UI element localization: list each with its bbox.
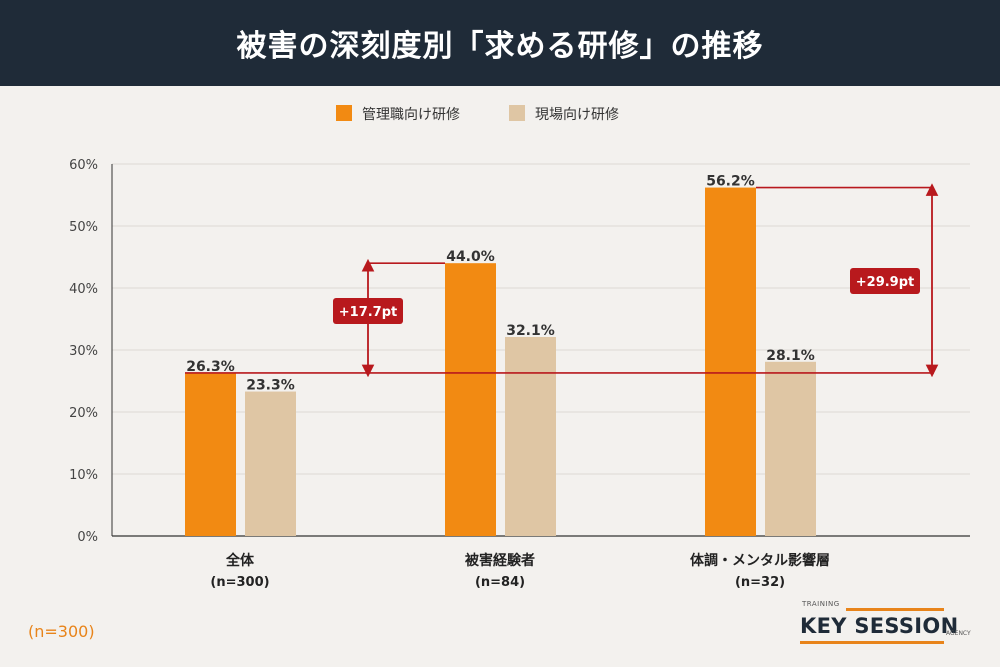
value-label: 32.1%	[506, 323, 555, 339]
value-label: 56.2%	[706, 174, 755, 190]
category-label: 体調・メンタル影響層	[690, 552, 830, 569]
category-n-label: (n=32)	[735, 575, 785, 590]
header-bar: 被害の深刻度別「求める研修」の推移	[0, 0, 1000, 86]
legend-swatch	[336, 105, 352, 121]
y-tick-label: 10%	[69, 468, 98, 483]
y-tick-label: 40%	[69, 282, 98, 297]
category-n-label: (n=300)	[210, 575, 269, 590]
annotation-label: +17.7pt	[339, 305, 398, 320]
bar-management	[445, 263, 496, 536]
y-tick-label: 0%	[77, 530, 98, 545]
annotation-badge	[333, 298, 403, 324]
value-label: 26.3%	[186, 359, 235, 375]
logo-agency-text: AGENCY	[946, 630, 971, 637]
bar-frontline	[505, 336, 556, 536]
bar-chart: 管理職向け研修 現場向け研修 0% 10% 20% 30% 40% 50% 60% 26.3% 44…	[69, 105, 970, 590]
chart-title: 被害の深刻度別「求める研修」の推移	[236, 29, 764, 64]
bar-frontline	[245, 391, 296, 536]
logo-bottom-bar	[800, 641, 944, 644]
category-n-label: (n=84)	[475, 575, 525, 590]
value-label: 28.1%	[766, 348, 815, 364]
logo-top-bar	[846, 608, 944, 611]
legend-label: 管理職向け研修	[362, 107, 460, 123]
category-label: 全体	[225, 552, 255, 569]
legend-label: 現場向け研修	[535, 107, 619, 123]
value-label: 23.3%	[246, 378, 295, 394]
y-tick-label: 60%	[69, 158, 98, 173]
bar-management	[705, 187, 756, 536]
annotation-badge	[850, 268, 920, 294]
annotation-label: +29.9pt	[856, 275, 915, 290]
logo-main-text: KEY SESSION	[800, 614, 959, 638]
value-label: 44.0%	[446, 249, 495, 265]
logo-training-text: TRAINING	[802, 600, 840, 608]
y-tick-label: 50%	[69, 220, 98, 235]
y-tick-label: 30%	[69, 344, 98, 359]
y-tick-label: 20%	[69, 406, 98, 421]
bar-frontline	[765, 361, 816, 536]
legend-swatch	[509, 105, 525, 121]
bar-management	[185, 372, 236, 536]
key-session-logo: TRAINING KEY SESSION AGENCY	[800, 600, 971, 650]
sample-size-note: (n=300)	[28, 622, 95, 641]
category-label: 被害経験者	[465, 552, 535, 569]
